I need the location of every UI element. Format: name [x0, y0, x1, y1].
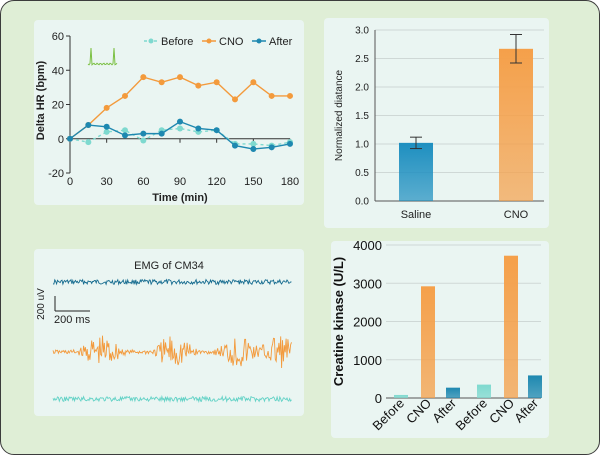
bar-after	[528, 375, 542, 398]
data-point-cno	[250, 79, 257, 86]
x-tick-label: 30	[101, 176, 113, 188]
scale-bar-vertical-label: 200 uV	[36, 288, 47, 320]
y-tick-label: 20	[52, 100, 64, 112]
creatine-kinase-chart: 01000200030004000BeforeCNOAfterBeforeCNO…	[331, 238, 542, 434]
data-point-after	[232, 142, 238, 149]
bar-saline	[399, 142, 433, 201]
data-point-cno	[268, 92, 275, 99]
y-tick-label: 0	[58, 134, 64, 146]
y-tick-label: 60	[52, 31, 64, 43]
data-point-cno	[158, 79, 165, 86]
legend-marker-cno	[206, 38, 212, 44]
data-point-after	[195, 125, 202, 132]
data-point-before	[177, 125, 183, 132]
x-tick-label: 180	[281, 176, 299, 188]
data-point-after	[268, 144, 275, 151]
bar-before	[394, 394, 408, 398]
data-point-after	[122, 132, 128, 139]
data-point-after	[250, 146, 257, 153]
y-tick-label: 1.0	[355, 140, 369, 151]
legend-label-cno: CNO	[219, 36, 244, 48]
y-tick-label: 40	[52, 65, 64, 77]
x-axis-label: Time (min)	[152, 192, 208, 204]
data-point-before	[103, 128, 110, 135]
bar-before	[477, 384, 491, 398]
data-point-after	[158, 130, 165, 137]
y-tick-label: 3000	[353, 276, 382, 291]
creatine-kinase-panel: 0 1000 2000 3000 4000 Before CNO After Before CNO…	[331, 238, 549, 438]
x-tick-label: 150	[244, 176, 262, 188]
data-point-cno	[103, 104, 110, 111]
emg-trace-2	[52, 335, 292, 369]
data-point-after	[67, 135, 73, 142]
x-tick-label: Saline	[401, 209, 432, 221]
emg-chart: EMG of CM34 200 uV 200 ms	[36, 260, 292, 404]
data-point-cno	[122, 92, 128, 99]
data-point-before	[85, 139, 92, 146]
legend-label-after: After	[269, 36, 293, 48]
y-tick-label: 3.0	[355, 26, 369, 37]
x-tick-label: CNO	[504, 209, 529, 221]
data-point-before	[250, 140, 257, 147]
distance-panel: 0.0 0.5 1.0 1.5 2.0 2.5 3.0 Saline CNO Normalized…	[324, 18, 549, 228]
data-point-cno	[140, 74, 147, 81]
data-point-after	[213, 127, 220, 134]
x-tick-label: After	[511, 395, 541, 425]
y-tick-label: 1000	[353, 353, 382, 368]
data-point-after	[140, 130, 147, 137]
x-tick-label: Before	[452, 396, 490, 434]
y-axis-label: Normalized diatance	[334, 69, 345, 161]
heart-rate-panel: -20 0 20 40 60 0 30 60 90 120 150 180 Time (min) Delt…	[34, 20, 304, 205]
data-point-after	[103, 123, 110, 130]
emg-trace-1	[52, 278, 292, 286]
x-tick-label: 90	[174, 176, 186, 188]
bar-cno	[504, 255, 518, 398]
y-tick-label: -20	[48, 168, 64, 180]
emg-title: EMG of CM34	[134, 260, 204, 272]
distance-chart: 0.0 0.5 1.0 1.5 2.0 2.5 3.0 Saline CNO Normalized…	[334, 26, 544, 221]
legend-label-before: Before	[161, 36, 193, 48]
x-tick-label: 0	[67, 176, 73, 188]
data-point-cno	[177, 74, 183, 81]
data-point-after	[177, 118, 183, 125]
data-point-cno	[195, 82, 202, 89]
data-point-cno	[213, 79, 220, 86]
ecg-inset-trace	[87, 47, 118, 66]
y-axis-label: Delta HR (bpm)	[35, 60, 47, 140]
y-tick-label: 0.5	[355, 168, 369, 179]
y-tick-label: 4000	[353, 238, 382, 253]
y-tick-label: 2.0	[355, 83, 369, 94]
y-tick-label: 2000	[353, 315, 382, 330]
scale-bar-horizontal-label: 200 ms	[54, 314, 91, 326]
y-tick-label: 2.5	[355, 54, 369, 65]
legend-marker-after	[256, 38, 262, 44]
legend-marker-before	[148, 38, 154, 44]
bar-cno	[421, 286, 435, 398]
x-tick-label: 60	[137, 176, 149, 188]
data-point-after	[85, 122, 92, 129]
x-tick-label: CNO	[486, 396, 517, 427]
data-point-before	[122, 127, 128, 134]
data-point-cno	[232, 96, 238, 103]
bar-cno	[499, 48, 533, 201]
x-tick-label: 120	[207, 176, 225, 188]
x-tick-label: CNO	[403, 396, 434, 427]
y-tick-label: 0.0	[355, 197, 369, 208]
y-tick-label: 1.5	[355, 111, 369, 122]
data-point-before	[140, 137, 147, 144]
y-axis-label: Creatine kinase (U/L)	[331, 257, 346, 386]
bar-after	[446, 387, 460, 398]
emg-panel: EMG of CM34 200 uV 200 ms	[34, 249, 304, 416]
y-tick-label: 0	[375, 391, 382, 406]
data-point-cno	[287, 92, 293, 99]
data-point-after	[287, 140, 293, 147]
emg-trace-3	[52, 394, 292, 404]
